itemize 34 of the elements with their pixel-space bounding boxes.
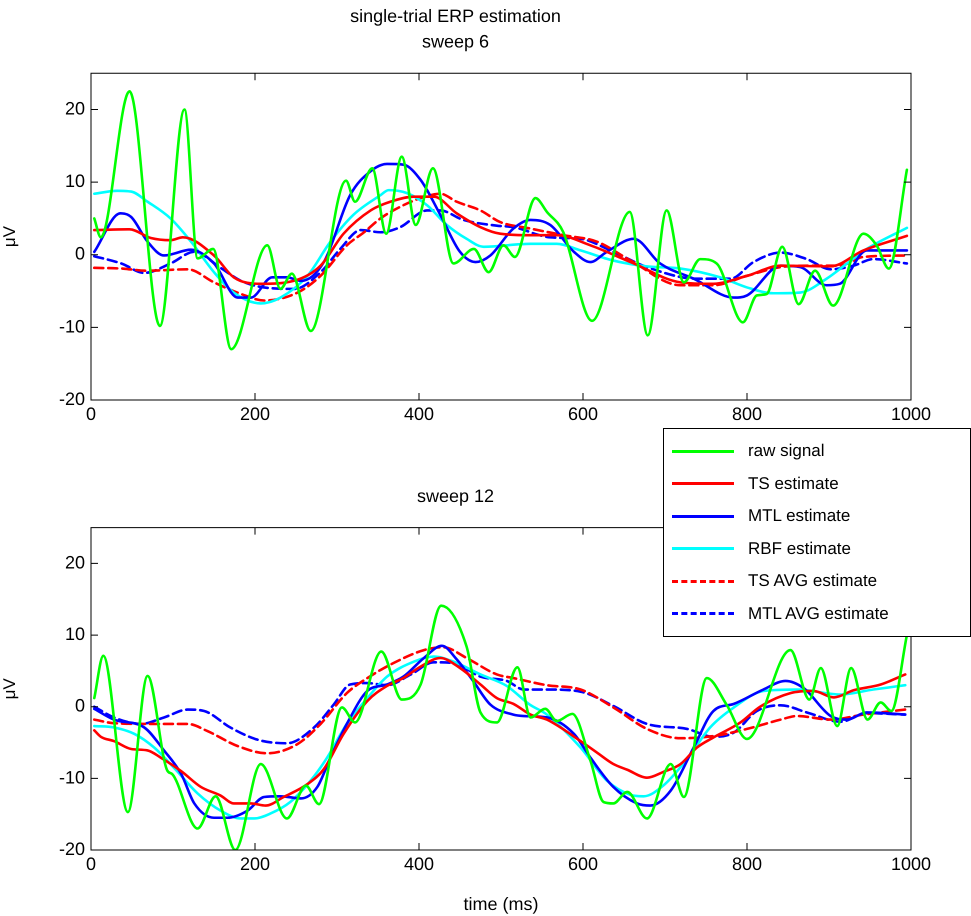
chart-title: single-trial ERP estimation [350,6,561,26]
y-tick-label: -20 [58,388,85,409]
chart-subtitle: sweep 6 [422,31,490,52]
legend-label: raw signal [748,441,825,462]
x-tick-label: 600 [568,404,598,424]
chart-title: sweep 12 [416,486,494,506]
legend-label: TS AVG estimate [748,571,878,592]
legend-label: TS estimate [748,474,839,494]
x-tick-label: 1000 [890,854,932,874]
x-tick-label: 400 [404,404,434,424]
y-tick-label: 0 [74,244,85,264]
y-tick-label: -20 [58,838,85,859]
y-tick-label: 10 [64,171,85,192]
y-tick-label: -10 [58,767,85,788]
y-tick-label: 20 [64,98,85,118]
line-series [92,604,908,850]
y-axis-title: μV [0,678,19,700]
x-tick-label: 400 [404,854,434,874]
line-series [92,90,908,350]
x-tick-label: 200 [240,404,270,424]
x-tick-label: 800 [732,854,762,874]
x-axis-title: time (ms) [464,894,538,914]
x-tick-label: 800 [732,404,762,424]
y-axis-title: μV [0,225,19,248]
legend-label: RBF estimate [748,538,851,559]
y-tick-label: 20 [64,552,85,572]
legend-label: MTL AVG estimate [748,604,889,624]
x-tick-label: 600 [568,854,598,874]
x-tick-label: 1000 [890,404,932,424]
y-tick-label: 0 [74,696,85,716]
x-tick-label: 200 [240,854,270,874]
y-tick-label: 10 [64,624,85,644]
legend-label: MTL estimate [748,506,850,526]
y-tick-label: -10 [58,316,85,336]
